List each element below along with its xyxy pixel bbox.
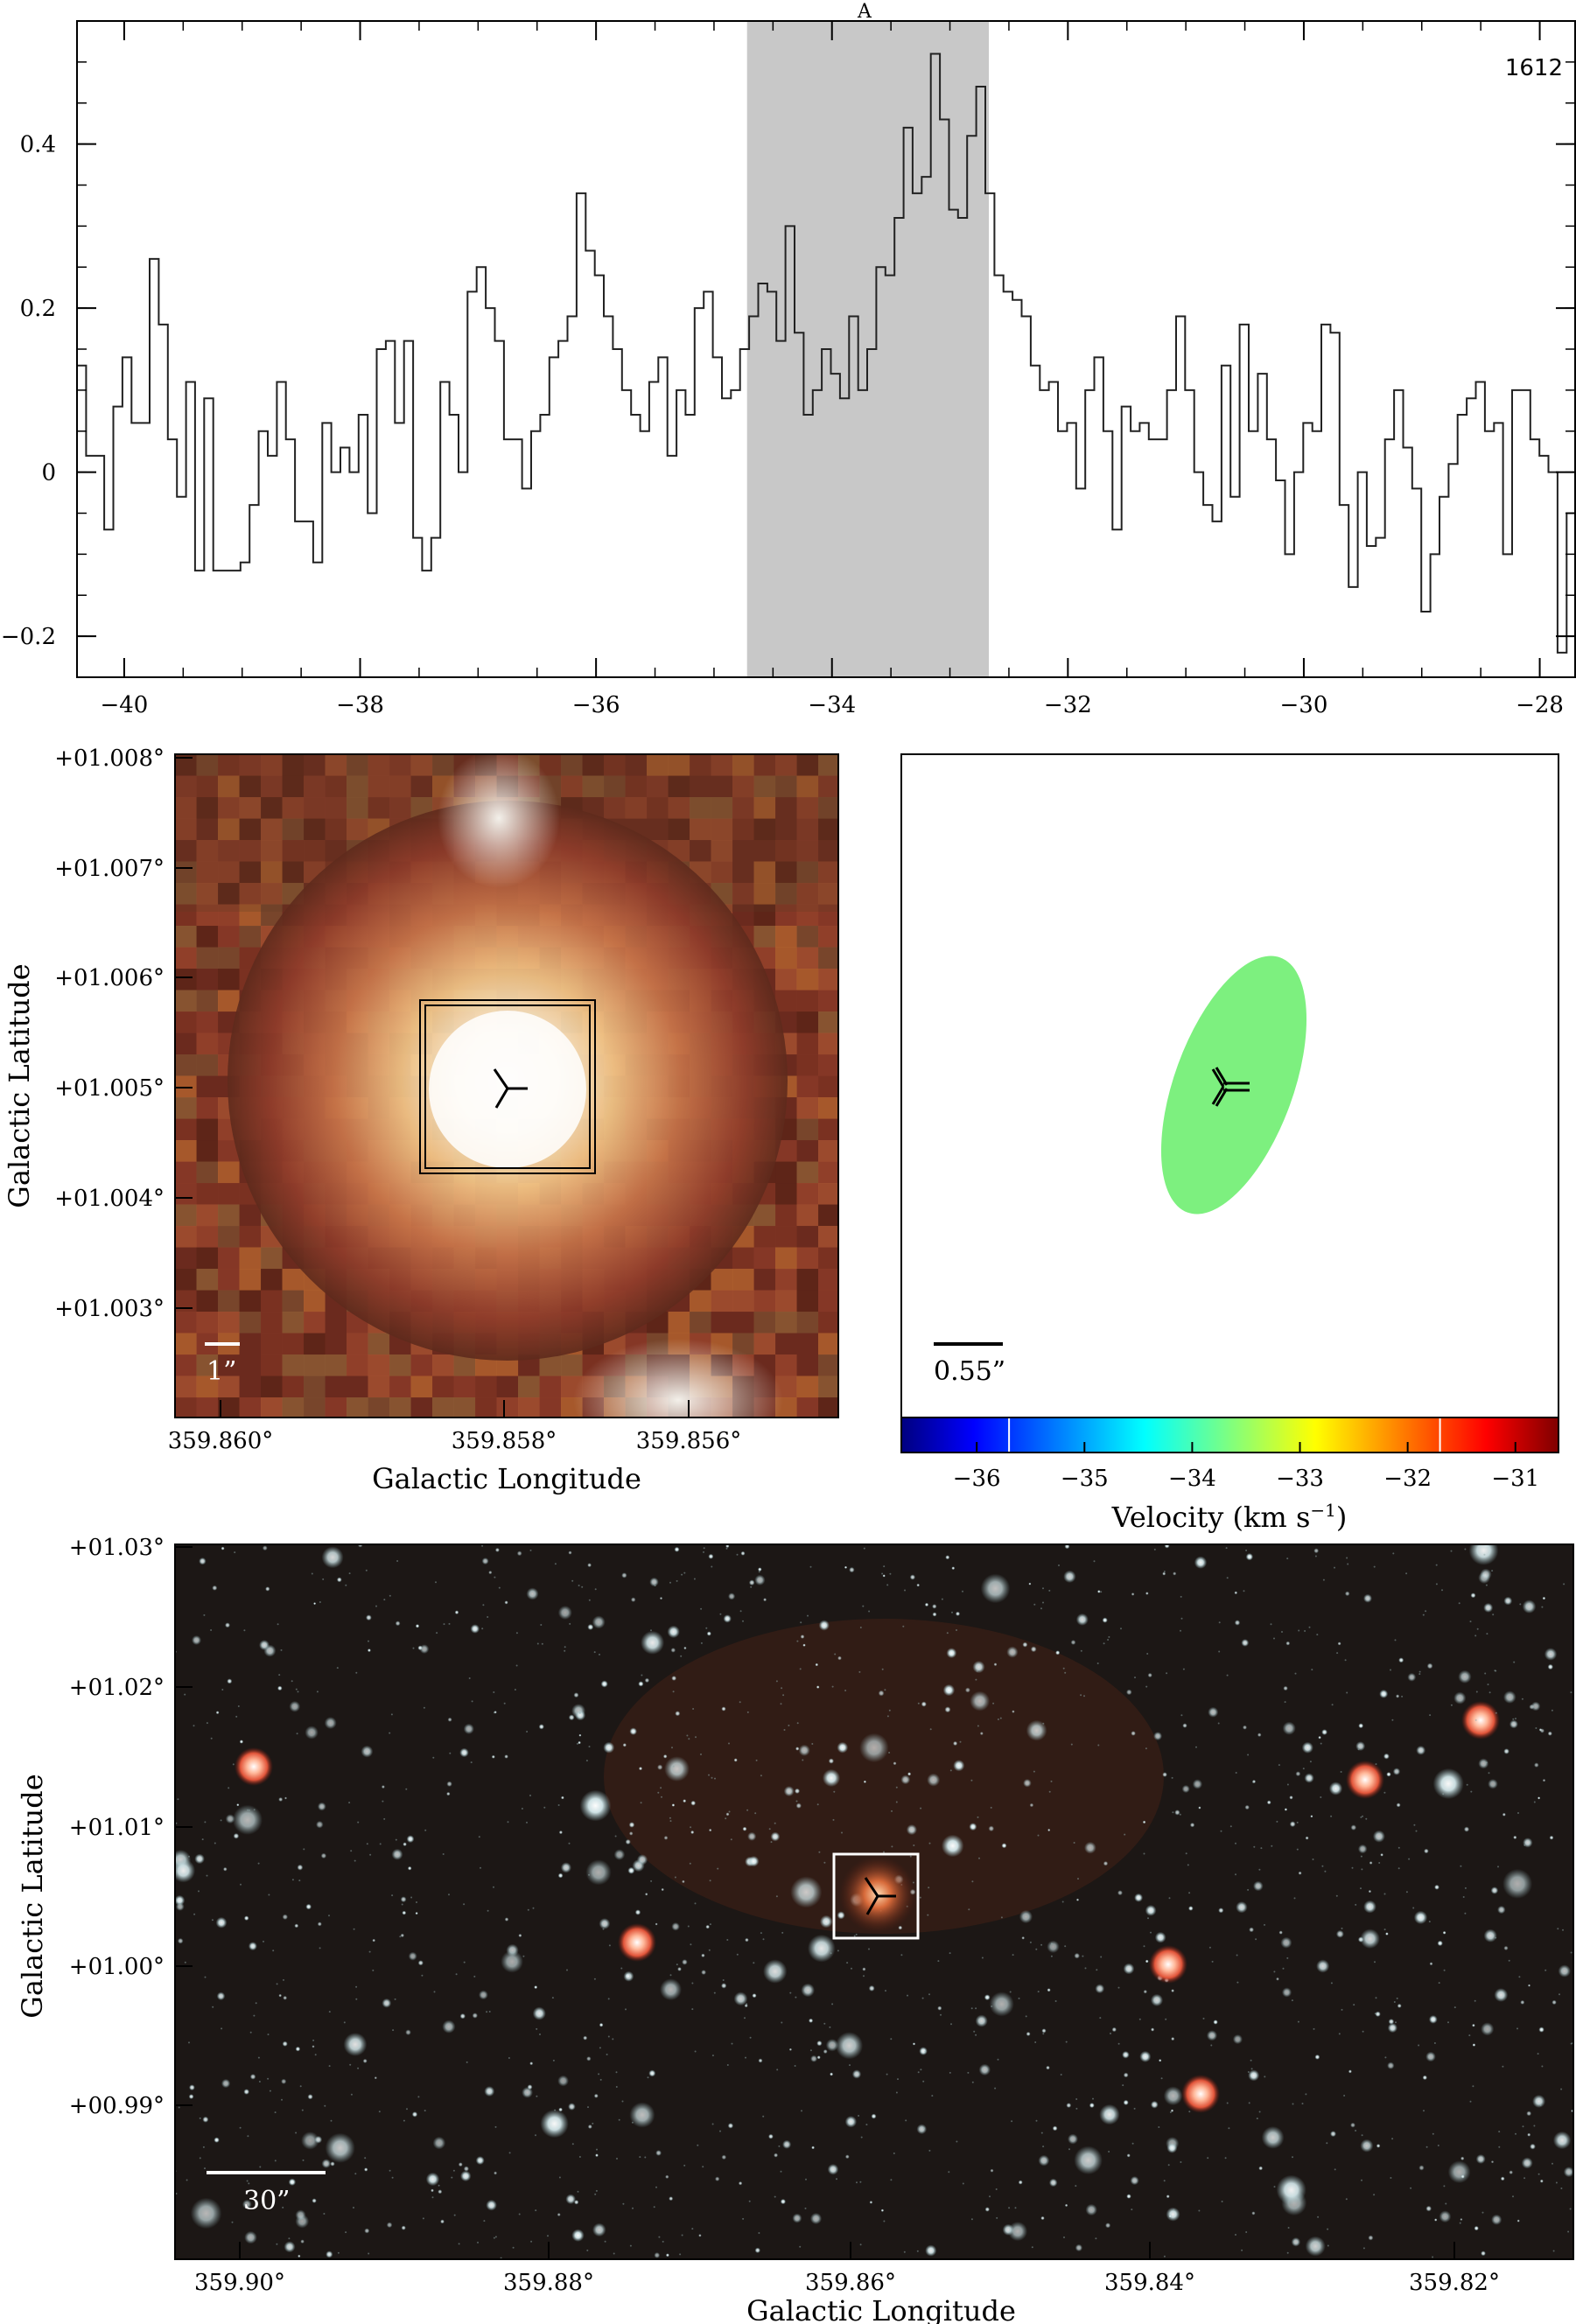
colorbar-tick-label: −35 bbox=[1061, 1466, 1109, 1492]
nearby-source-bottom bbox=[573, 1339, 783, 1418]
spectrum-x-tick-label: −36 bbox=[572, 692, 620, 718]
zoom-scale-bar-label: 1” bbox=[207, 1356, 236, 1387]
aperture-box-outer bbox=[419, 999, 596, 1174]
zoom-y-tick-label: +01.003° bbox=[54, 1296, 165, 1322]
spectrum-annotation: 1612 bbox=[1505, 55, 1563, 81]
field-stars bbox=[175, 1544, 1573, 2259]
wide-x-tick-label: 359.84° bbox=[1104, 2270, 1195, 2296]
colorbar-tick-label: −31 bbox=[1491, 1466, 1539, 1492]
spectrum-panel: −40 −38 −36 −34 −32 −30 −28 −0.2 0 0.2 0.4 A 1612 bbox=[1, 1, 1576, 718]
wide-field-panel: 30” 359.90° 359.88° 359.86° 359.84° 359.82° … bbox=[16, 1535, 1574, 2324]
zoom-y-ticks: +01.008° +01.007° +01.006° +01.005° +01.004°… bbox=[54, 746, 193, 1322]
maser-spot-ellipse bbox=[1160, 956, 1307, 1214]
zoom-y-tick-label: +01.006° bbox=[54, 965, 165, 991]
zoom-x-axis-title: Galactic Longitude bbox=[372, 1462, 641, 1495]
wide-y-tick-label: +01.01° bbox=[69, 1815, 165, 1841]
spectrum-x-tick-label: −28 bbox=[1516, 692, 1564, 718]
zoom-x-tick-label: 359.860° bbox=[168, 1428, 274, 1454]
wide-x-tick-label: 359.82° bbox=[1409, 2270, 1500, 2296]
spectrum-x-tick-label: −40 bbox=[100, 692, 148, 718]
wide-x-ticks: 359.90° 359.88° 359.86° 359.84° 359.82° bbox=[194, 2242, 1500, 2296]
zoom-y-tick-label: +01.008° bbox=[54, 746, 165, 772]
zoom-x-ticks: 359.860° 359.858° 359.856° bbox=[168, 1400, 742, 1454]
spectrum-y-ticks: −0.2 0 0.2 0.4 bbox=[1, 61, 1575, 650]
zoom-x-tick-label: 359.856° bbox=[636, 1428, 742, 1454]
spectrum-y-tick-label: 0 bbox=[41, 460, 56, 486]
wide-y-tick-label: +00.99° bbox=[69, 2093, 165, 2119]
zoom-x-tick-label: 359.858° bbox=[452, 1428, 557, 1454]
wide-y-axis-title: Galactic Latitude bbox=[16, 1774, 49, 2018]
colorbar-tick-label: −34 bbox=[1168, 1466, 1216, 1492]
maser-scale-bar-label: 0.55” bbox=[934, 1356, 1005, 1387]
source-marker bbox=[493, 1068, 528, 1109]
spectrum-x-tick-label: −34 bbox=[808, 692, 856, 718]
zoom-y-axis-title: Galactic Latitude bbox=[3, 963, 36, 1208]
wide-x-axis-title: Galactic Longitude bbox=[746, 2294, 1016, 2324]
colorbar-tick-label: −36 bbox=[953, 1466, 1001, 1492]
wide-y-ticks: +01.03° +01.02° +01.01° +01.00° +00.99° bbox=[69, 1535, 193, 2119]
wide-x-tick-label: 359.90° bbox=[194, 2270, 285, 2296]
zoom-image-panel: 1” 359.860° 359.858° 359.856° +01.008°+01.… bbox=[3, 746, 839, 1495]
wide-y-tick-label: +01.00° bbox=[69, 1954, 165, 1980]
maser-map-panel: 0.55” −36 −35 −34 −33 −32 −31 Velocity (km s−… bbox=[900, 753, 1559, 1534]
spectrum-x-tick-label: −38 bbox=[336, 692, 384, 718]
spectrum-x-tick-label: −30 bbox=[1280, 692, 1328, 718]
wide-field-frame bbox=[174, 1544, 1574, 2260]
zoom-y-tick-label: +01.005° bbox=[54, 1075, 165, 1102]
wide-source-marker bbox=[864, 1877, 896, 1915]
spectrum-x-tick-label: −32 bbox=[1044, 692, 1092, 718]
wide-scale-bar-label: 30” bbox=[243, 2186, 291, 2216]
velocity-colorbar bbox=[900, 1417, 1559, 1453]
colorbar-title: Velocity (km s−1) bbox=[1111, 1500, 1348, 1534]
wide-y-tick-label: +01.03° bbox=[69, 1535, 165, 1561]
wide-y-tick-label: +01.02° bbox=[69, 1675, 165, 1701]
zoom-y-tick-label: +01.007° bbox=[54, 856, 165, 882]
zoom-y-tick-label: +01.004° bbox=[54, 1186, 165, 1212]
zoom-frame bbox=[174, 753, 839, 1418]
spectrum-line bbox=[77, 52, 1575, 654]
colorbar-tick-label: −32 bbox=[1383, 1466, 1432, 1492]
spectrum-y-tick-label: −0.2 bbox=[1, 624, 56, 650]
spectrum-y-tick-label: 0.4 bbox=[20, 132, 56, 158]
zoom-region-box bbox=[832, 1852, 920, 1940]
spectrum-y-tick-label: 0.2 bbox=[20, 296, 56, 322]
spectrum-title: A bbox=[857, 1, 872, 23]
colorbar-tick-label: −33 bbox=[1276, 1466, 1324, 1492]
colorbar-ticks: −36 −35 −34 −33 −32 −31 bbox=[953, 1418, 1539, 1492]
wide-x-tick-label: 359.88° bbox=[503, 2270, 594, 2296]
nearby-source-top bbox=[438, 754, 560, 888]
extended-emission bbox=[604, 1619, 1164, 1934]
aperture-box-inner bbox=[424, 1004, 591, 1169]
spectrum-x-ticks: −40 −38 −36 −34 −32 −30 −28 bbox=[100, 21, 1564, 718]
maser-marker bbox=[1211, 1067, 1250, 1107]
wide-x-tick-label: 359.86° bbox=[805, 2270, 896, 2296]
